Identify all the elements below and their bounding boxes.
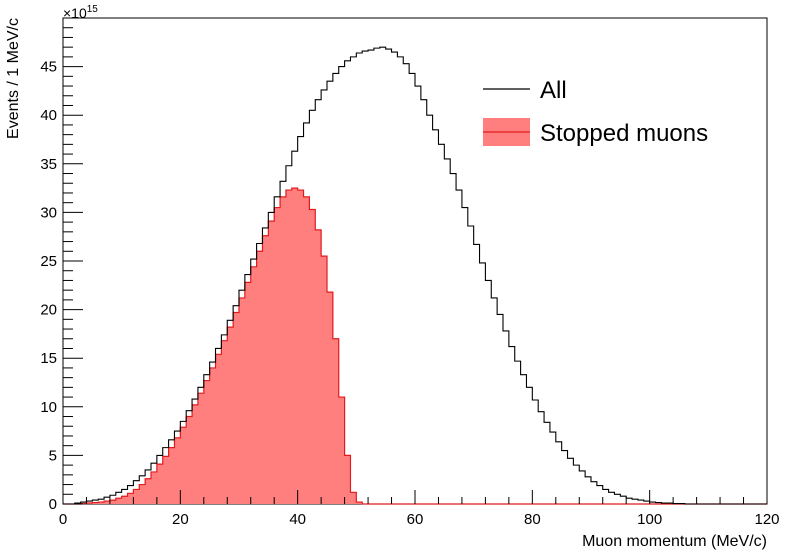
legend-stopped-label: Stopped muons bbox=[540, 120, 708, 147]
y-tick-label: 20 bbox=[40, 302, 57, 319]
x-tick-label: 20 bbox=[172, 511, 189, 528]
y-axis-title: Events / 1 MeV/c bbox=[5, 18, 22, 139]
y-axis-ticks: 0 5 10 15 20 25 30 35 40 45 bbox=[40, 27, 83, 513]
y-tick-label: 15 bbox=[40, 350, 57, 367]
stopped-muons-histogram bbox=[63, 187, 767, 505]
y-tick-label: 10 bbox=[40, 399, 57, 416]
y-tick-label: 25 bbox=[40, 253, 57, 270]
stopped-muons-fill bbox=[63, 188, 767, 504]
y-tick-label: 30 bbox=[40, 204, 57, 221]
all-series-line bbox=[63, 46, 767, 505]
y-tick-label: 40 bbox=[40, 107, 57, 124]
x-tick-label: 80 bbox=[524, 511, 541, 528]
legend-all-label: All bbox=[540, 77, 567, 104]
x-axis-ticks: 0 20 40 60 80 100 120 bbox=[59, 490, 780, 528]
x-tick-label: 120 bbox=[754, 511, 779, 528]
x-tick-label: 40 bbox=[289, 511, 306, 528]
stopped-muons-outline bbox=[63, 187, 767, 505]
x-tick-label: 100 bbox=[637, 511, 662, 528]
y-exponent-label: ×1015 bbox=[63, 4, 98, 21]
y-tick-label: 45 bbox=[40, 59, 57, 76]
plot-frame bbox=[62, 17, 768, 505]
y-tick-label: 0 bbox=[49, 496, 57, 513]
y-tick-label: 35 bbox=[40, 156, 57, 173]
x-tick-label: 0 bbox=[59, 511, 67, 528]
x-tick-label: 60 bbox=[407, 511, 424, 528]
x-axis-title: Muon momentum (MeV/c) bbox=[582, 533, 767, 550]
all-histogram bbox=[63, 46, 767, 505]
legend: All Stopped muons bbox=[483, 77, 708, 147]
y-tick-label: 5 bbox=[49, 447, 57, 464]
